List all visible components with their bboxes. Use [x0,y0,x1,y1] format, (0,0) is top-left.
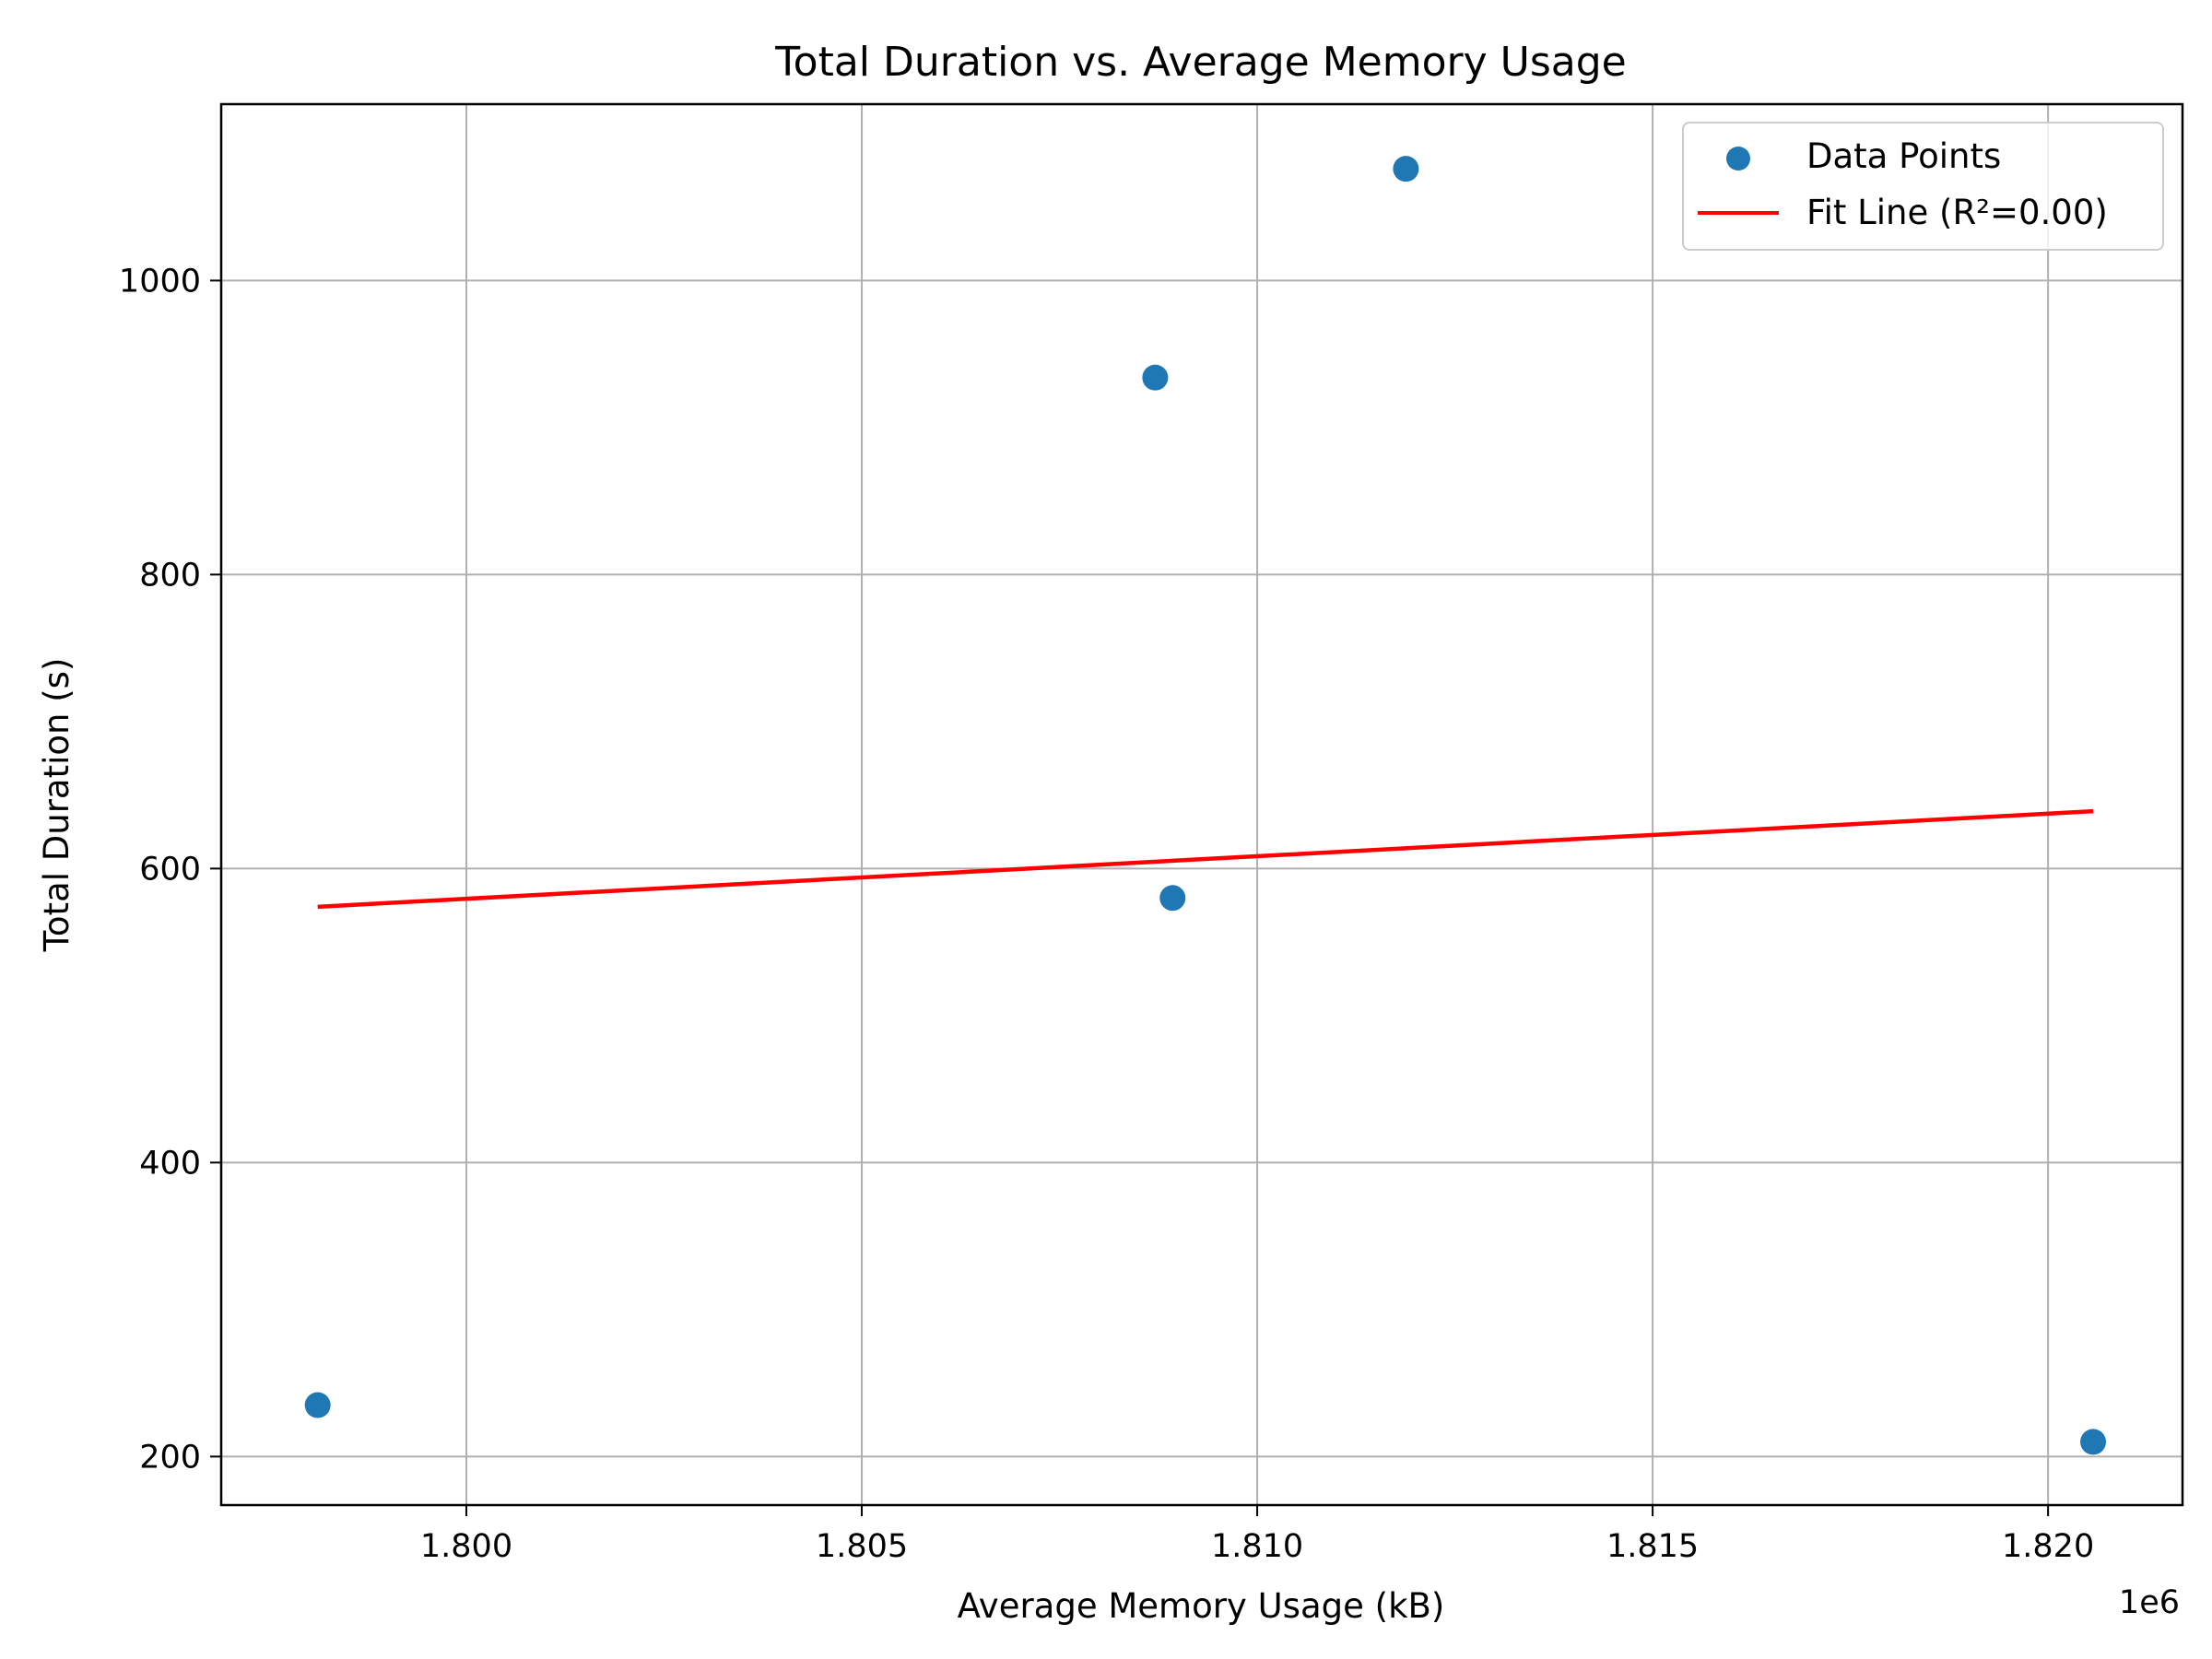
grid [221,104,2183,1505]
y-tick-label: 400 [139,1145,201,1182]
data-point [1393,156,1419,182]
y-axis-label: Total Duration (s) [37,658,76,953]
data-point [1159,885,1186,912]
fit-line-layer [317,808,2094,910]
plot-frame [219,102,2184,1507]
legend-marker-data-points [1726,147,1750,171]
x-tick-label: 1.810 [1211,1528,1303,1565]
y-tick-label: 600 [139,851,201,888]
y-tick-label: 800 [139,557,201,594]
y-axis-ticks: 200 400 600 800 1000 [119,263,221,1476]
data-points-layer [304,156,2107,1455]
x-axis-ticks: 1.800 1.805 1.810 1.815 1.820 [420,1505,2094,1565]
x-tick-label: 1.815 [1606,1528,1699,1565]
legend: Data Points Fit Line (R²=0.00) [1682,122,2164,251]
x-tick-label: 1.820 [2002,1528,2094,1565]
data-point [1142,364,1169,391]
legend-label-fit-line: Fit Line (R²=0.00) [1806,193,2108,232]
x-axis-offset-label: 1e6 [2119,1584,2180,1621]
y-tick-label: 1000 [119,263,201,300]
x-tick-label: 1.800 [420,1528,512,1565]
legend-label-data-points: Data Points [1806,136,2001,176]
x-tick-label: 1.805 [816,1528,908,1565]
fit-line [317,808,2094,910]
x-axis-label: Average Memory Usage (kB) [958,1586,1445,1626]
legend-box [1682,122,2164,251]
data-point [2080,1429,2107,1455]
y-tick-label: 200 [139,1439,201,1476]
data-point [304,1392,331,1418]
chart-title: Total Duration vs. Average Memory Usage [774,39,1626,86]
